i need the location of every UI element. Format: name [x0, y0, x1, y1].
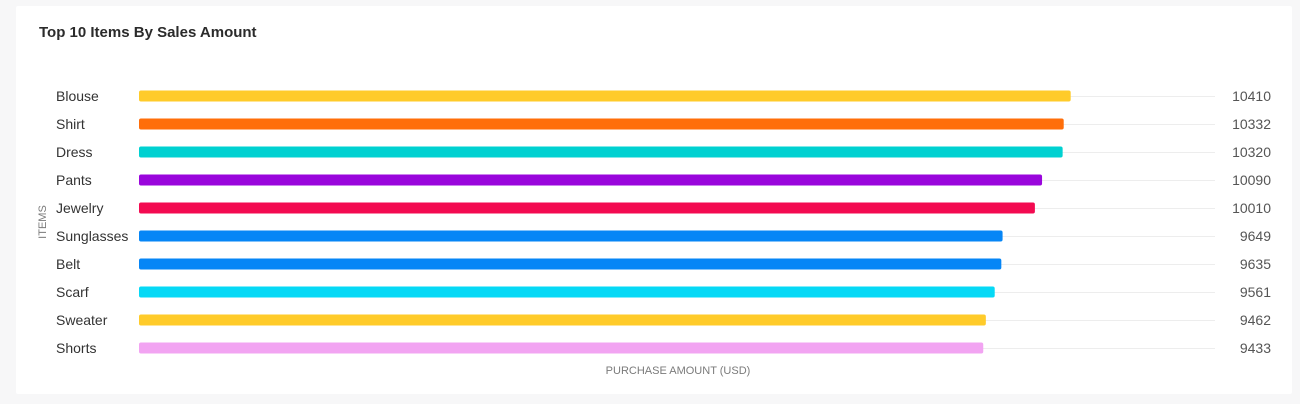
category-label: Shirt	[56, 116, 85, 132]
bar-pants[interactable]	[139, 174, 1043, 186]
bar-dress[interactable]	[139, 146, 1063, 158]
category-label: Jewelry	[56, 200, 103, 216]
bar-belt[interactable]	[139, 258, 1002, 270]
value-label: 10410	[1232, 88, 1271, 104]
category-label: Belt	[56, 256, 80, 272]
gridlines	[139, 96, 1215, 349]
value-label: 9433	[1240, 340, 1271, 356]
chart-card	[16, 6, 1292, 394]
value-labels: 10410 10332 10320 10090 10010 9649 9635 9561 946…	[1232, 88, 1271, 356]
category-label: Scarf	[56, 284, 89, 300]
bar-scarf[interactable]	[139, 286, 995, 298]
y-axis-label: ITEMS	[37, 205, 49, 239]
value-label: 10090	[1232, 172, 1271, 188]
value-label: 9462	[1240, 312, 1271, 328]
category-label: Sweater	[56, 312, 108, 328]
category-label: Pants	[56, 172, 92, 188]
value-label: 10320	[1232, 144, 1271, 160]
bars	[139, 90, 1071, 354]
category-labels: Blouse Shirt Dress Pants Jewelry Sunglasses Be…	[56, 88, 128, 356]
category-label: Dress	[56, 144, 93, 160]
value-label: 9561	[1240, 284, 1271, 300]
category-label: Sunglasses	[56, 228, 128, 244]
bar-shirt[interactable]	[139, 118, 1064, 130]
chart-title: Top 10 Items By Sales Amount	[39, 24, 257, 41]
value-label: 9649	[1240, 228, 1271, 244]
category-label: Shorts	[56, 340, 96, 356]
x-axis-label: PURCHASE AMOUNT (USD)	[606, 365, 751, 377]
bar-shorts[interactable]	[139, 342, 984, 354]
value-label: 10010	[1232, 200, 1271, 216]
bar-sweater[interactable]	[139, 314, 986, 326]
bar-jewelry[interactable]	[139, 202, 1035, 214]
value-label: 10332	[1232, 116, 1271, 132]
value-label: 9635	[1240, 256, 1271, 272]
bar-sunglasses[interactable]	[139, 230, 1003, 242]
bar-blouse[interactable]	[139, 90, 1071, 102]
category-label: Blouse	[56, 88, 99, 104]
